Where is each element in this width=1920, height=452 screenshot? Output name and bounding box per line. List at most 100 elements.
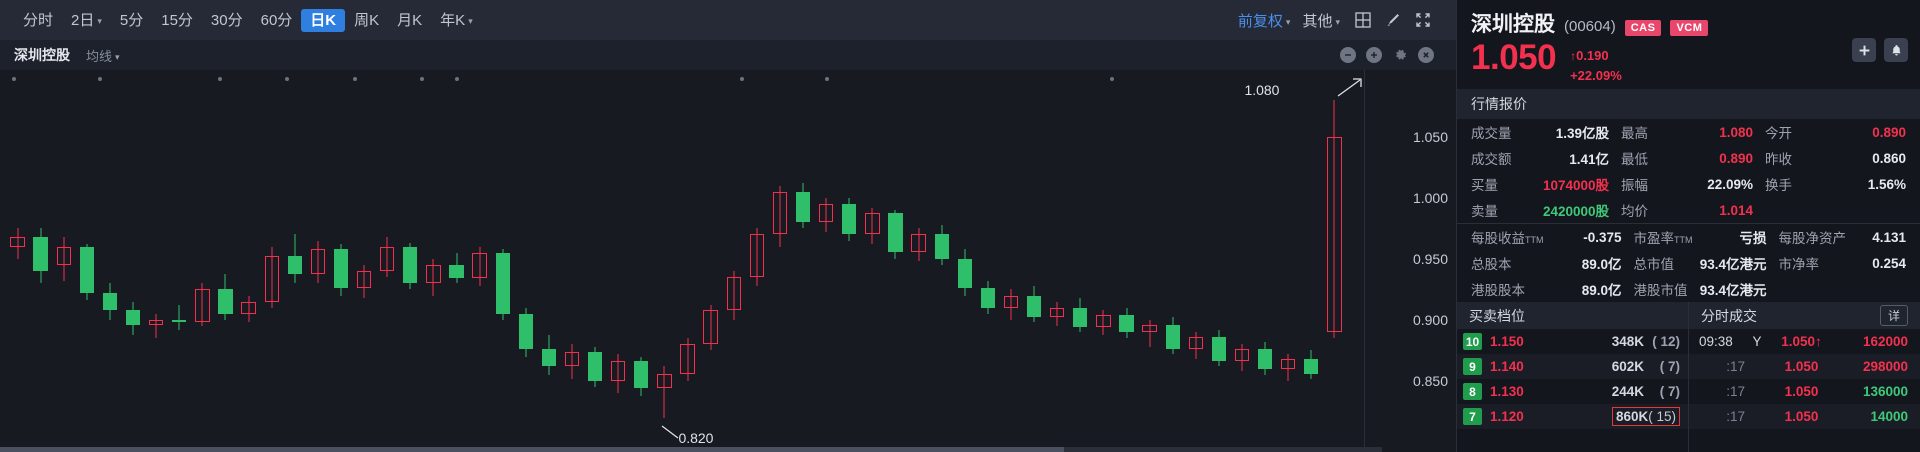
orderbook-volume-group: 602K ( 7)	[1612, 359, 1680, 374]
candle-wick	[363, 265, 365, 298]
chart-marker-dot[interactable]	[98, 77, 102, 81]
orderbook-row[interactable]: 9 1.140 602K ( 7)	[1457, 354, 1688, 379]
chart-marker-dot[interactable]	[218, 77, 222, 81]
quote-panel: 深圳控股 (00604) CAS VCM 1.050 ↑0.190 +22.09…	[1456, 0, 1920, 452]
candle-body	[587, 351, 603, 381]
candle-wick	[1241, 344, 1243, 372]
orderbook-row[interactable]: 8 1.130 244K ( 7)	[1457, 379, 1688, 404]
chart-marker-dot[interactable]	[740, 77, 744, 81]
other-dropdown[interactable]: 其他 ▾	[1296, 6, 1346, 35]
axis-tick-label-4: 0.850	[1412, 372, 1448, 389]
quote-row: 每股收益TTM -0.375 市盈率TTM 亏损 每股净资产 4.131	[1457, 224, 1920, 250]
candle-wick	[155, 313, 157, 339]
quote-table-primary: 成交量 1.39亿股 最高 1.080 今开 0.890 成交额 1.41亿 最低 0.890 昨收…	[1457, 119, 1920, 223]
period-tab-6[interactable]: 日K	[301, 8, 346, 32]
brush-icon[interactable]	[1380, 7, 1406, 33]
chart-marker-dot[interactable]	[1110, 77, 1114, 81]
candlestick	[472, 246, 487, 286]
chart-canvas[interactable]: 1.080 0.820 1.050 1.000 0.950 0.900 0.850	[0, 70, 1456, 452]
candle-body	[1026, 295, 1042, 318]
candle-body	[380, 246, 395, 272]
price-change-group: ↑0.190 +22.09%	[1570, 40, 1622, 85]
period-tab-9[interactable]: 年K ▾	[431, 9, 482, 32]
period-tab-5[interactable]: 60分	[252, 9, 302, 32]
tick-volume: 162000	[1862, 334, 1908, 349]
period-tab-3[interactable]: 15分	[152, 9, 202, 32]
orderbook-level-badge: 10	[1463, 333, 1482, 350]
candle-wick	[663, 366, 665, 418]
candlestick	[102, 283, 118, 320]
candlestick	[726, 271, 741, 320]
fund-label-2-1: 港股股本	[1471, 283, 1525, 298]
candlestick	[1327, 100, 1342, 339]
candle-body	[888, 212, 903, 252]
orderbook-header: 买卖档位	[1457, 302, 1688, 329]
candle-body	[680, 344, 695, 374]
candlestick	[356, 265, 372, 298]
tick-row[interactable]: 09:38 Y 1.050↑ 162000	[1689, 329, 1920, 354]
candle-wick	[201, 283, 203, 327]
fund-label-2-2: 港股市值	[1633, 283, 1688, 298]
chart-marker-dot[interactable]	[420, 77, 424, 81]
tick-volume: 136000	[1862, 384, 1908, 399]
period-tab-4[interactable]: 30分	[202, 9, 252, 32]
period-tab-8[interactable]: 月K	[388, 9, 431, 32]
chart-marker-dot[interactable]	[12, 77, 16, 81]
candle-body	[218, 289, 233, 314]
candlestick	[795, 183, 811, 229]
ticks-detail-button[interactable]: 详	[1879, 305, 1908, 326]
quote-action-buttons	[1852, 38, 1908, 62]
candle-body	[56, 246, 71, 265]
candlestick	[888, 210, 903, 259]
candle-body	[934, 234, 949, 259]
period-tab-2[interactable]: 5分	[111, 9, 152, 32]
candle-body	[1234, 349, 1250, 362]
period-tab-7[interactable]: 周K	[345, 9, 388, 32]
adjust-dropdown[interactable]: 前复权 ▾	[1232, 6, 1297, 35]
plus-icon[interactable]	[1366, 47, 1382, 63]
orderbook-row[interactable]: 7 1.120 860K( 15)	[1457, 404, 1688, 429]
chart-marker-dot[interactable]	[353, 77, 357, 81]
candle-wick	[17, 228, 19, 259]
high-annotation: 1.080	[1244, 82, 1280, 99]
candlestick	[1281, 354, 1296, 381]
close-icon[interactable]	[1418, 47, 1434, 63]
candlestick	[264, 246, 279, 308]
quote-row: 买量 1074000股 振幅 22.09% 换手 1.56%	[1457, 171, 1920, 197]
candle-body	[957, 258, 972, 289]
chart-marker-dot[interactable]	[285, 77, 289, 81]
chart-scrollbar[interactable]	[0, 447, 1382, 452]
candle-body	[541, 349, 557, 367]
axis-tick-label-2: 0.950	[1412, 250, 1448, 267]
candle-wick	[871, 207, 873, 245]
orderbook-row[interactable]: 10 1.150 348K ( 12)	[1457, 329, 1688, 354]
candle-body	[495, 252, 510, 314]
fund-label-2-3	[1779, 276, 1863, 302]
fund-value-2-3	[1863, 276, 1920, 302]
grid-icon[interactable]	[1350, 7, 1376, 33]
fund-value-2-2: 93.4亿港元	[1699, 283, 1767, 298]
chart-marker-dot[interactable]	[455, 77, 459, 81]
chart-marker-dot[interactable]	[825, 77, 829, 81]
alert-bell-button[interactable]	[1884, 38, 1908, 62]
gear-icon[interactable]	[1392, 47, 1408, 63]
last-price: 1.050	[1471, 38, 1557, 77]
chart-scroll-thumb[interactable]	[0, 447, 1064, 452]
period-tab-0[interactable]: 分时	[14, 9, 62, 32]
fund-label-1-3: 市净率	[1778, 257, 1820, 272]
period-tab-1[interactable]: 2日 ▾	[62, 9, 111, 32]
tick-time: :17	[1726, 409, 1745, 424]
minus-icon[interactable]	[1340, 47, 1356, 63]
candle-wick	[825, 197, 827, 233]
candle-body	[518, 313, 533, 350]
indicator-dropdown[interactable]: 均线 ▾	[86, 46, 120, 65]
quote-label-0-2: 最高	[1621, 126, 1648, 141]
candle-body	[634, 361, 649, 389]
tick-row[interactable]: :17 1.050 136000	[1689, 379, 1920, 404]
tick-row[interactable]: :17 1.050 14000	[1689, 404, 1920, 429]
quote-value-0-2: 1.080	[1719, 124, 1753, 140]
add-watchlist-button[interactable]	[1852, 38, 1876, 62]
fullscreen-icon[interactable]	[1410, 7, 1436, 33]
low-arrow-icon	[660, 424, 682, 447]
tick-row[interactable]: :17 1.050 298000	[1689, 354, 1920, 379]
